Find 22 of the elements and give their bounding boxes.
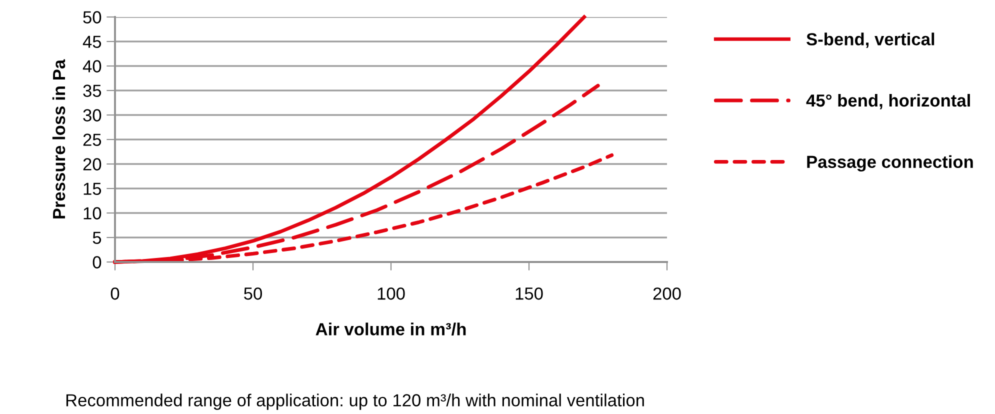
y-tick-label: 30 (83, 109, 102, 122)
x-tick-label: 0 (110, 287, 120, 300)
y-tick-label: 35 (83, 84, 102, 97)
y-tick-label: 25 (83, 134, 102, 146)
y-tick-label: 45 (82, 36, 102, 48)
y-tick-label: 0 (92, 256, 102, 268)
x-tick-label: 150 (516, 287, 543, 300)
y-axis-title: Pressure loss in Pa (52, 59, 66, 218)
y-tick-label: 40 (82, 60, 102, 72)
legend-label: Passage connection (807, 155, 973, 172)
y-tick-label: 50 (83, 11, 102, 24)
legend-label: S-bend, vertical (806, 32, 934, 48)
x-tick-label: 100 (378, 287, 405, 300)
legend-label: 45° bend, horizontal (806, 94, 970, 110)
x-tick-label: 200 (653, 287, 681, 300)
y-tick-label: 20 (83, 158, 102, 170)
y-tick-label: 5 (92, 232, 102, 244)
y-tick-label: 10 (84, 207, 102, 220)
y-tick-label: 15 (84, 182, 102, 195)
x-axis-title: Air volume in m³/h (316, 322, 466, 336)
x-tick-label: 50 (244, 287, 262, 300)
text: Recommended range of application: up to 120 m³/h with nominal ventilation (66, 394, 644, 410)
